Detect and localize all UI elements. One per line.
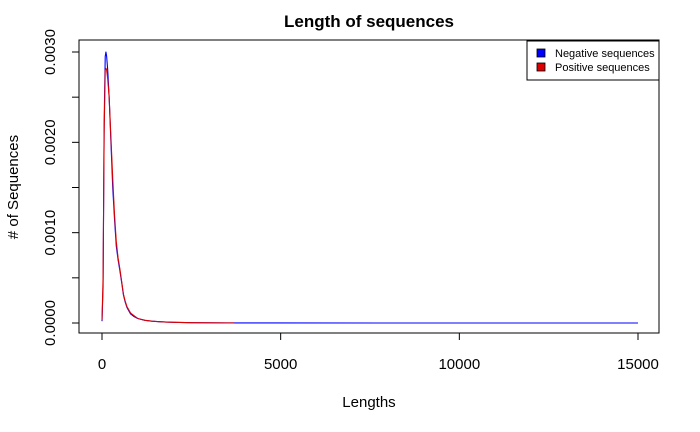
chart-title: Length of sequences	[284, 12, 454, 31]
x-axis: 0 5000 10000 15000	[98, 332, 659, 373]
x-tick-label: 15000	[617, 356, 659, 373]
x-axis-label: Lengths	[342, 394, 395, 411]
y-tick-label: 0.0010	[42, 210, 59, 256]
legend-label-positive: Positive sequences	[555, 62, 650, 74]
series-line-negative	[101, 51, 638, 324]
y-axis: 0.0000 0.0010 0.0020 0.0030	[42, 29, 80, 346]
y-tick-label: 0.0000	[42, 300, 59, 346]
legend-box	[526, 40, 660, 81]
legend-label-negative: Negative sequences	[555, 48, 655, 60]
x-tick-label: 0	[98, 356, 106, 373]
series-layer	[101, 51, 638, 324]
y-axis-label: # of Sequences	[5, 135, 22, 239]
x-tick-label: 10000	[438, 356, 480, 373]
series-line-positive	[101, 67, 235, 324]
plot-frame	[78, 39, 660, 334]
y-tick-label: 0.0020	[42, 119, 59, 165]
x-tick-label: 5000	[264, 356, 297, 373]
legend: Negative sequences Positive sequences	[526, 40, 660, 81]
legend-swatch-negative	[536, 48, 546, 58]
y-tick-label: 0.0030	[42, 29, 59, 75]
legend-swatch-positive	[536, 62, 546, 72]
